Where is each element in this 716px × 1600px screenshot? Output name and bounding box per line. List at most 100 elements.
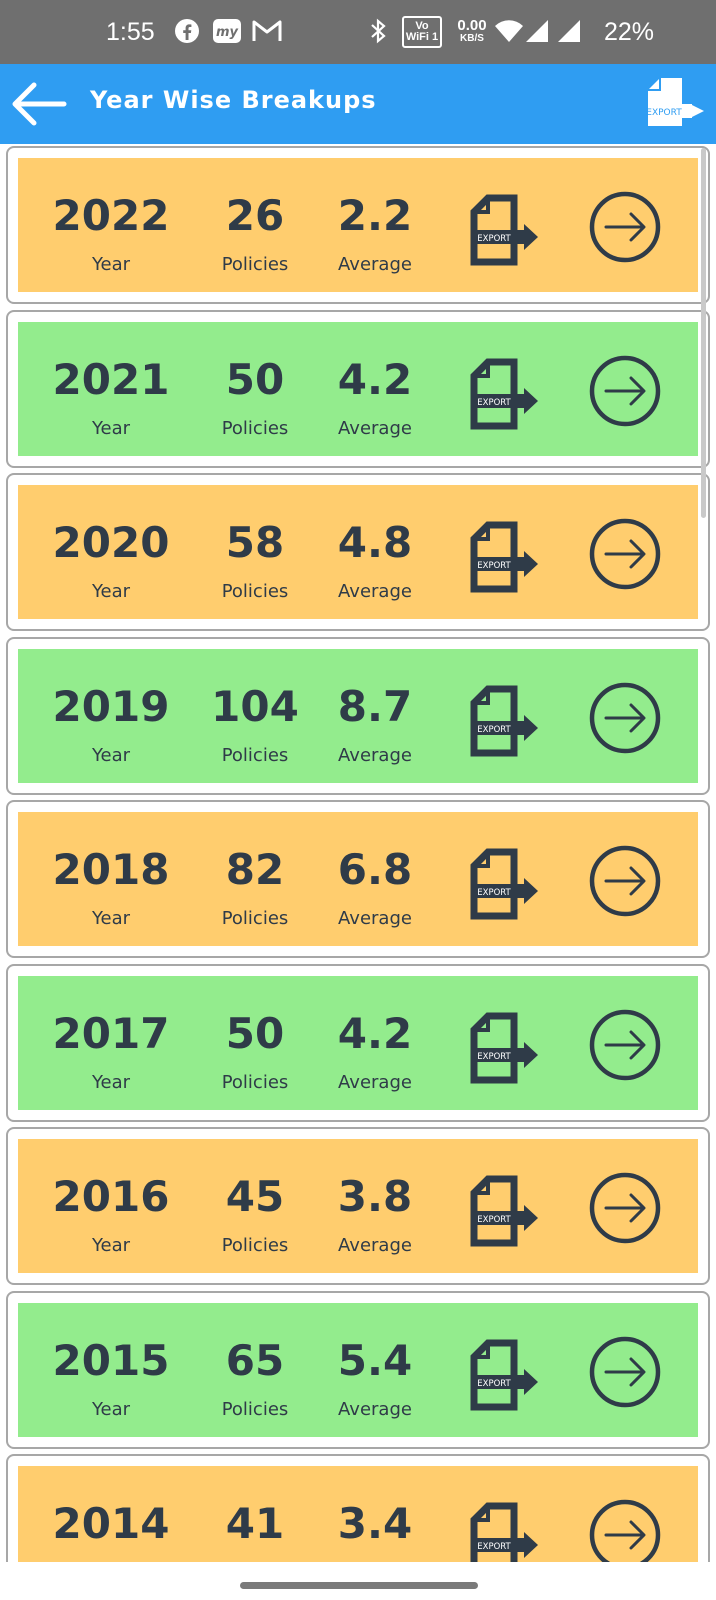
vowifi-icon: Vo WiFi 1	[402, 16, 442, 48]
average-value: 5.4	[337, 1335, 413, 1385]
export-year-button[interactable]: EXPORT	[470, 1012, 542, 1086]
arrow-right-circle-icon	[589, 682, 661, 753]
export-icon: EXPORT	[470, 194, 538, 266]
arrow-right-circle-icon	[589, 518, 661, 590]
average-value: 4.8	[337, 518, 413, 567]
year-row-panel[interactable]: 2016 Year 45 Policies 3.8 Average EXPORT	[18, 1139, 698, 1273]
policies-label: Policies	[221, 254, 289, 275]
year-row-panel[interactable]: 2020 Year 58 Policies 4.8 Average EXPORT	[18, 485, 698, 619]
policies-label: Policies	[221, 417, 289, 439]
svg-text:EXPORT: EXPORT	[477, 561, 511, 571]
export-year-button[interactable]: EXPORT	[470, 1175, 542, 1249]
year-row[interactable]: 2018 Year 82 Policies 6.8 Average EXPORT	[6, 800, 710, 958]
year-row[interactable]: 2022 Year 26 Policies 2.2 Average EXPORT	[6, 146, 710, 304]
export-all-button[interactable]: EXPORT	[646, 76, 708, 134]
year-value: 2019	[52, 681, 170, 731]
average-value: 3.4	[337, 1499, 413, 1548]
year-row-panel[interactable]: 2017 Year 50 Policies 4.2 Average EXPORT	[18, 975, 698, 1110]
home-gesture-handle[interactable]	[240, 1582, 478, 1589]
year-label: Year	[91, 1071, 131, 1093]
year-row[interactable]: 2021 Year 50 Policies 4.2 Average EXPORT	[6, 309, 710, 468]
export-icon: EXPORT	[470, 1175, 538, 1247]
policies-value: 65	[225, 1335, 285, 1385]
average-value: 6.8	[337, 845, 413, 894]
export-icon: EXPORT	[470, 521, 538, 593]
year-row-panel[interactable]: 2019 Year 104 Policies 8.7 Average EXPORT	[18, 648, 698, 783]
open-year-details-button[interactable]	[586, 679, 664, 757]
arrow-right-circle-icon	[589, 1499, 661, 1562]
policies-label: Policies	[221, 1398, 289, 1420]
export-year-button[interactable]: EXPORT	[470, 521, 542, 595]
open-year-details-button[interactable]	[586, 188, 664, 266]
year-row[interactable]: 2016 Year 45 Policies 3.8 Average EXPORT	[6, 1127, 710, 1285]
year-label: Year	[91, 581, 131, 602]
export-year-button[interactable]: EXPORT	[470, 1502, 542, 1562]
year-value: 2015	[52, 1335, 170, 1385]
arrow-right-circle-icon	[589, 1336, 661, 1407]
year-value: 2018	[52, 845, 170, 894]
year-row[interactable]: 2020 Year 58 Policies 4.8 Average EXPORT	[6, 473, 710, 631]
export-icon: EXPORT	[470, 1339, 538, 1410]
policies-value: 45	[225, 1172, 285, 1221]
average-value: 2.2	[337, 191, 413, 240]
export-year-button[interactable]: EXPORT	[470, 685, 542, 759]
year-row-panel[interactable]: 2018 Year 82 Policies 6.8 Average EXPORT	[18, 812, 698, 946]
svg-text:EXPORT: EXPORT	[477, 234, 511, 244]
average-label: Average	[338, 908, 412, 929]
signal-icon-1	[524, 16, 550, 46]
policies-value: 82	[225, 845, 285, 894]
policies-label: Policies	[221, 1235, 289, 1256]
year-row[interactable]: 2019 Year 104 Policies 8.7 Average EXPORT	[6, 636, 710, 795]
arrow-right-circle-icon	[589, 355, 661, 426]
export-icon: EXPORT	[470, 1012, 538, 1083]
svg-text:EXPORT: EXPORT	[477, 725, 511, 735]
open-year-details-button[interactable]	[586, 1006, 664, 1084]
navigation-bar	[0, 1562, 716, 1600]
open-year-details-button[interactable]	[586, 842, 664, 920]
year-breakup-list[interactable]: 2022 Year 26 Policies 2.2 Average EXPORT 2021 Ye…	[0, 144, 716, 1562]
policies-value: 41	[225, 1499, 285, 1548]
gmail-icon	[252, 16, 282, 46]
facebook-icon	[174, 16, 200, 46]
policies-value: 50	[225, 354, 285, 404]
battery-level: 22%	[604, 18, 655, 46]
policies-label: Policies	[221, 744, 289, 766]
svg-text:EXPORT: EXPORT	[477, 888, 511, 898]
wifi-icon	[494, 16, 524, 46]
app-bar: Year Wise Breakups EXPORT	[0, 64, 716, 144]
export-year-button[interactable]: EXPORT	[470, 848, 542, 922]
average-value: 8.7	[337, 681, 413, 731]
status-bar: 1:55 my Vo WiFi 1 0.00 KB/S 22%	[0, 0, 716, 64]
export-year-button[interactable]: EXPORT	[470, 1339, 542, 1413]
year-label: Year	[91, 908, 131, 929]
open-year-details-button[interactable]	[586, 1169, 664, 1247]
average-label: Average	[338, 1235, 412, 1256]
year-row-panel[interactable]: 2015 Year 65 Policies 5.4 Average EXPORT	[18, 1302, 698, 1437]
export-year-button[interactable]: EXPORT	[470, 194, 542, 268]
open-year-details-button[interactable]	[586, 352, 664, 430]
year-row[interactable]: 2015 Year 65 Policies 5.4 Average EXPORT	[6, 1290, 710, 1449]
year-label: Year	[91, 744, 131, 766]
average-label: Average	[338, 417, 412, 439]
year-row-panel[interactable]: 2021 Year 50 Policies 4.2 Average EXPORT	[18, 321, 698, 456]
export-year-button[interactable]: EXPORT	[470, 358, 542, 432]
policies-label: Policies	[221, 1071, 289, 1093]
svg-text:my: my	[216, 25, 239, 40]
open-year-details-button[interactable]	[586, 1496, 664, 1562]
year-row[interactable]: 2017 Year 50 Policies 4.2 Average EXPORT	[6, 963, 710, 1122]
scrollbar[interactable]	[701, 148, 706, 518]
export-icon: EXPORT	[470, 1502, 538, 1562]
year-value: 2017	[52, 1008, 170, 1058]
open-year-details-button[interactable]	[586, 515, 664, 593]
export-icon: EXPORT	[470, 358, 538, 429]
year-label: Year	[91, 1235, 131, 1256]
year-row-panel[interactable]: 2022 Year 26 Policies 2.2 Average EXPORT	[18, 158, 698, 292]
open-year-details-button[interactable]	[586, 1333, 664, 1411]
page-title: Year Wise Breakups	[90, 86, 377, 114]
svg-text:EXPORT: EXPORT	[477, 1379, 511, 1389]
year-label: Year	[91, 254, 131, 275]
back-button[interactable]	[10, 80, 68, 128]
average-label: Average	[338, 1071, 412, 1093]
